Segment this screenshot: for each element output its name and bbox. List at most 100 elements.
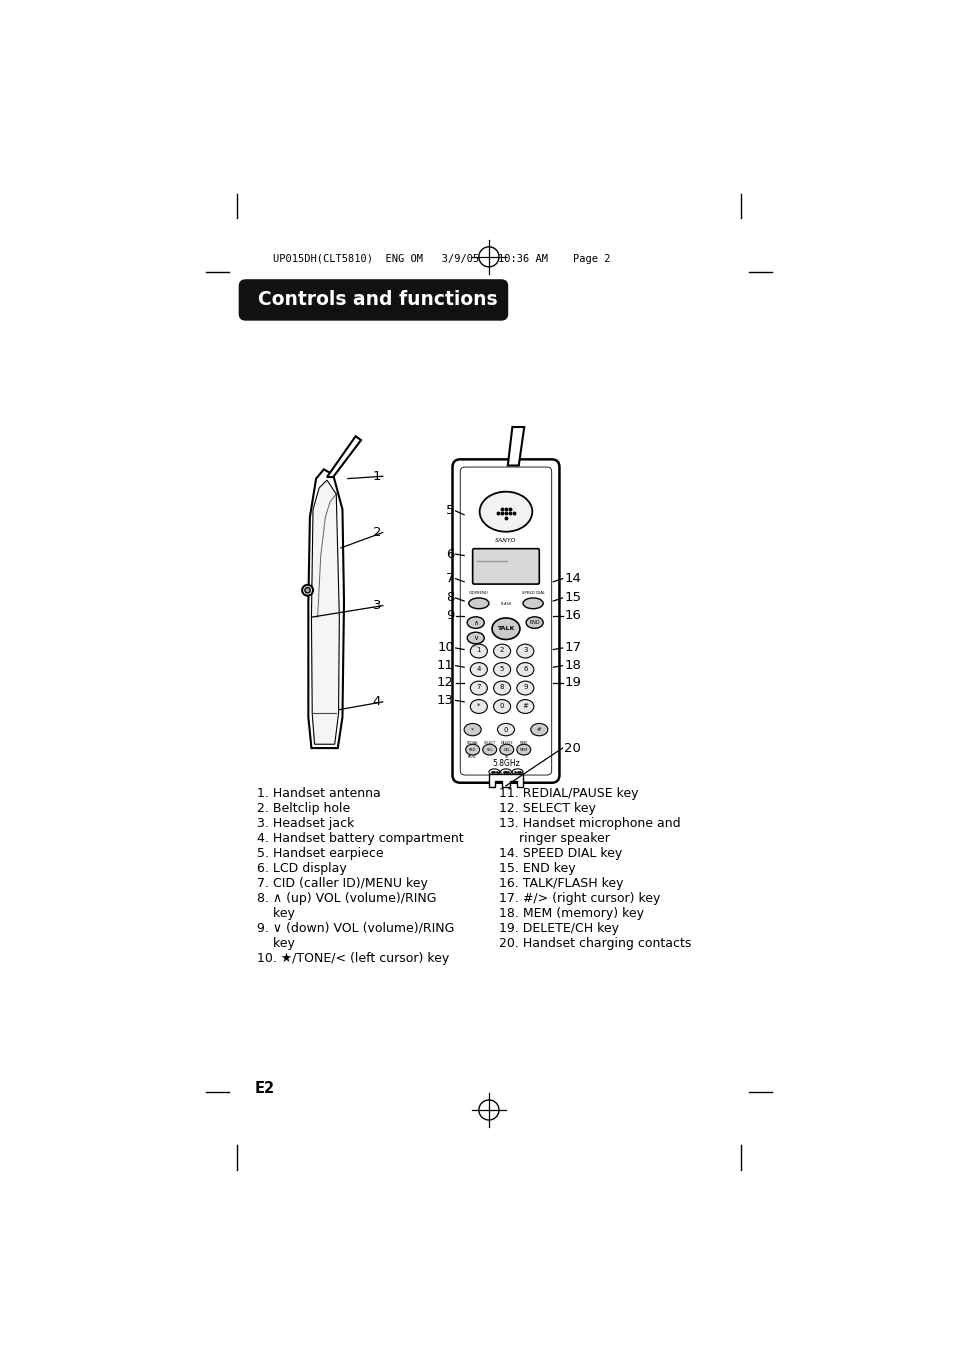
Ellipse shape (525, 617, 542, 628)
Ellipse shape (467, 632, 484, 644)
Text: 7: 7 (445, 573, 454, 585)
Text: 11: 11 (436, 659, 454, 673)
Ellipse shape (482, 744, 497, 755)
Text: ringer speaker: ringer speaker (498, 832, 609, 844)
Ellipse shape (493, 700, 510, 713)
Text: 14. SPEED DIAL key: 14. SPEED DIAL key (498, 847, 621, 859)
Text: 0: 0 (499, 703, 504, 709)
Text: 5: 5 (499, 666, 504, 671)
Text: key: key (257, 907, 294, 920)
Text: 3: 3 (522, 647, 527, 654)
Polygon shape (507, 427, 524, 466)
Text: 4: 4 (476, 666, 480, 671)
Ellipse shape (470, 644, 487, 658)
Text: 6: 6 (522, 666, 527, 671)
Text: ∨: ∨ (473, 635, 477, 640)
Text: ∧: ∧ (473, 620, 477, 626)
Text: 2. Beltclip hole: 2. Beltclip hole (257, 801, 350, 815)
FancyBboxPatch shape (472, 549, 538, 584)
FancyBboxPatch shape (452, 459, 558, 782)
Text: FLASH: FLASH (499, 603, 511, 607)
Ellipse shape (465, 744, 479, 755)
Text: 17. #/> (right cursor) key: 17. #/> (right cursor) key (498, 892, 659, 905)
Text: DEL: DEL (503, 747, 510, 751)
Circle shape (302, 585, 313, 596)
Text: 14: 14 (563, 573, 580, 585)
Text: E2: E2 (254, 1081, 274, 1096)
Ellipse shape (470, 681, 487, 694)
Text: 9: 9 (522, 684, 527, 690)
Text: 2: 2 (373, 526, 381, 539)
Text: 8: 8 (499, 684, 504, 690)
FancyBboxPatch shape (459, 467, 551, 775)
Text: 4. Handset battery compartment: 4. Handset battery compartment (257, 832, 463, 844)
Text: 8. ∧ (up) VOL (volume)/RING: 8. ∧ (up) VOL (volume)/RING (257, 892, 436, 905)
Text: 19: 19 (563, 676, 580, 689)
Text: RED: RED (469, 747, 476, 751)
Text: 7. CID (caller ID)/MENU key: 7. CID (caller ID)/MENU key (257, 877, 428, 890)
Text: REDIAL: REDIAL (466, 740, 478, 744)
Text: 10. ★/TONE/< (left cursor) key: 10. ★/TONE/< (left cursor) key (257, 951, 449, 965)
Polygon shape (311, 480, 339, 744)
Text: SELECT: SELECT (483, 740, 496, 744)
Text: 18. MEM (memory) key: 18. MEM (memory) key (498, 907, 643, 920)
Text: MEM: MEM (519, 740, 527, 744)
Text: 1. Handset antenna: 1. Handset antenna (257, 786, 380, 800)
Text: 8: 8 (445, 592, 454, 604)
Text: 13. Handset microphone and: 13. Handset microphone and (498, 816, 679, 830)
Text: CID/MENU: CID/MENU (469, 590, 488, 594)
Ellipse shape (488, 769, 499, 775)
Ellipse shape (470, 662, 487, 677)
Text: 10: 10 (436, 642, 454, 654)
Text: 5: 5 (445, 504, 454, 517)
Ellipse shape (517, 700, 534, 713)
Text: #: # (537, 727, 541, 732)
FancyBboxPatch shape (239, 280, 507, 320)
Text: 3: 3 (373, 598, 381, 612)
Text: 19. DELETE/CH key: 19. DELETE/CH key (498, 921, 618, 935)
Text: 15: 15 (563, 592, 580, 604)
Text: TALK: TALK (497, 627, 514, 631)
Circle shape (305, 588, 310, 593)
Ellipse shape (493, 662, 510, 677)
Text: 15. END key: 15. END key (498, 862, 575, 874)
Ellipse shape (500, 769, 511, 775)
Ellipse shape (517, 681, 534, 694)
Text: 20. Handset charging contacts: 20. Handset charging contacts (498, 936, 691, 950)
Text: 3. Headset jack: 3. Headset jack (257, 816, 355, 830)
Ellipse shape (493, 644, 510, 658)
Text: PAUSE: PAUSE (468, 755, 476, 758)
Ellipse shape (517, 644, 534, 658)
Text: SANYO: SANYO (495, 538, 517, 543)
Text: 1: 1 (373, 470, 381, 482)
Text: key: key (257, 936, 294, 950)
Text: 17: 17 (563, 642, 580, 654)
Ellipse shape (479, 492, 532, 532)
Ellipse shape (468, 598, 488, 609)
Text: 0: 0 (503, 727, 508, 732)
Text: 18: 18 (563, 659, 580, 673)
Text: Controls and functions: Controls and functions (257, 290, 497, 309)
Ellipse shape (492, 617, 519, 639)
Text: 11. REDIAL/PAUSE key: 11. REDIAL/PAUSE key (498, 786, 638, 800)
Text: 12: 12 (436, 676, 454, 689)
Text: 9. ∨ (down) VOL (volume)/RING: 9. ∨ (down) VOL (volume)/RING (257, 921, 454, 935)
Ellipse shape (464, 723, 480, 736)
Text: 6: 6 (445, 547, 454, 561)
Text: 5.8GHz: 5.8GHz (492, 759, 519, 767)
Ellipse shape (512, 769, 522, 775)
Text: MEM: MEM (519, 747, 527, 751)
Text: 4: 4 (373, 696, 381, 708)
Ellipse shape (467, 617, 484, 628)
Text: 9: 9 (445, 609, 454, 623)
Ellipse shape (493, 681, 510, 694)
Text: *: * (476, 703, 480, 709)
Text: 12. SELECT key: 12. SELECT key (498, 801, 596, 815)
Text: 16: 16 (563, 609, 580, 623)
Polygon shape (488, 774, 522, 788)
Text: 2: 2 (499, 647, 504, 654)
Text: VOL: VOL (472, 644, 478, 648)
Polygon shape (308, 469, 344, 748)
Ellipse shape (499, 744, 513, 755)
Text: 13: 13 (436, 694, 454, 707)
